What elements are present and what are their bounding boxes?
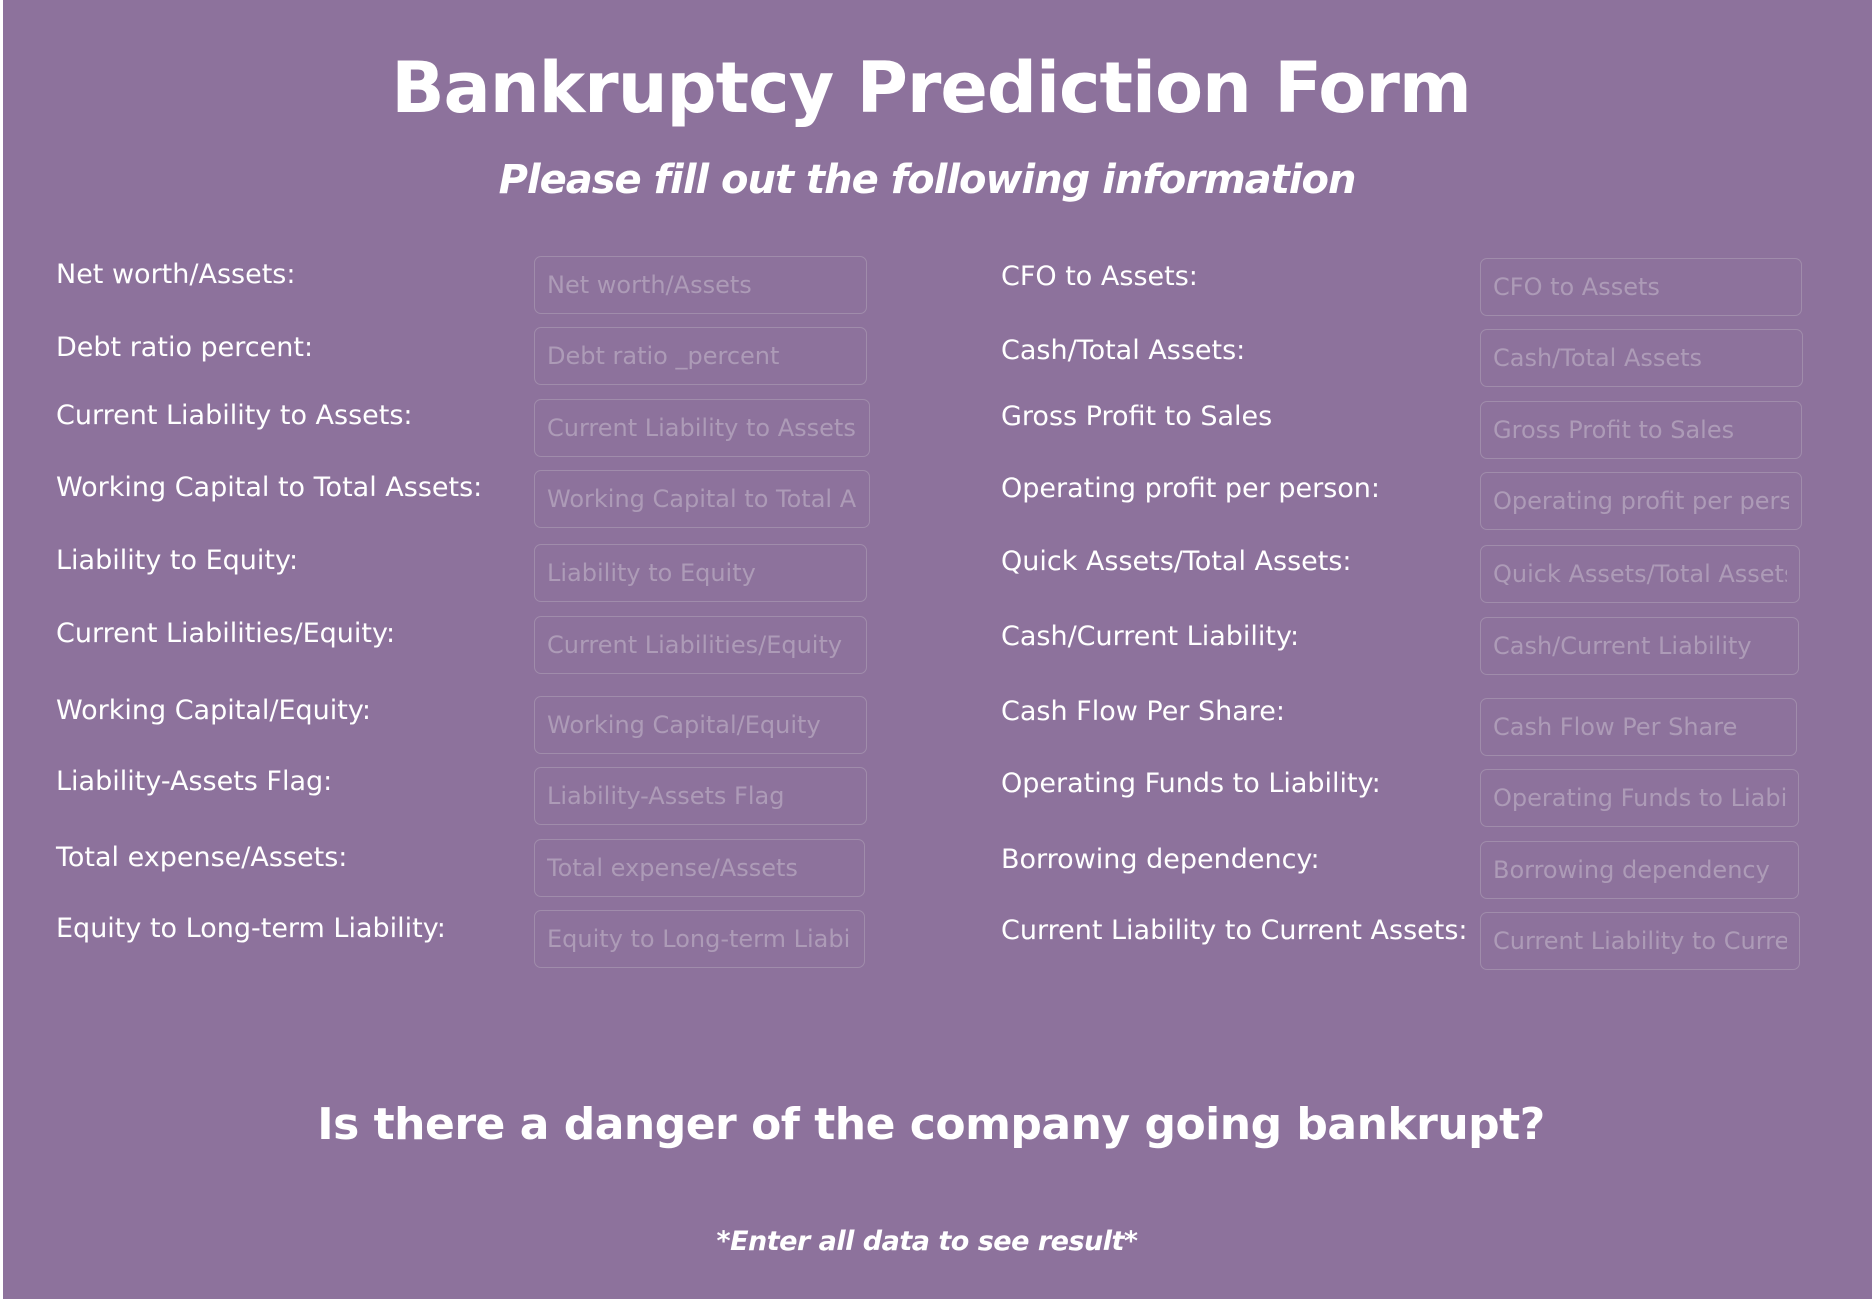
input-liability-to-equity[interactable] [534, 544, 867, 602]
label-equity-to-long-term-liability: Equity to Long-term Liability: [56, 913, 446, 944]
label-working-capital-equity: Working Capital/Equity: [56, 695, 371, 726]
input-current-liability-to-current-assets[interactable] [1480, 912, 1800, 970]
input-cash-total-assets[interactable] [1480, 329, 1803, 387]
input-net-worth-assets[interactable] [534, 256, 867, 314]
label-debt-ratio-percent: Debt ratio percent: [56, 332, 314, 363]
input-equity-to-long-term-liability[interactable] [534, 910, 865, 968]
input-current-liabilities-equity[interactable] [534, 616, 867, 674]
label-current-liability-to-assets: Current Liability to Assets: [56, 400, 413, 431]
label-cash-current-liability: Cash/Current Liability: [1001, 621, 1300, 652]
label-total-expense-assets: Total expense/Assets: [56, 842, 348, 873]
input-working-capital-to-total-assets[interactable] [534, 470, 870, 528]
label-quick-assets-total-assets: Quick Assets/Total Assets: [1001, 546, 1352, 577]
label-cfo-to-assets: CFO to Assets: [1001, 261, 1198, 292]
label-cash-total-assets: Cash/Total Assets: [1001, 335, 1246, 366]
label-gross-profit-to-sales: Gross Profit to Sales [1001, 401, 1273, 432]
label-liability-to-equity: Liability to Equity: [56, 545, 299, 576]
label-operating-profit-per-person: Operating profit per person: [1001, 473, 1380, 504]
input-borrowing-dependency[interactable] [1480, 841, 1799, 899]
label-borrowing-dependency: Borrowing dependency: [1001, 844, 1320, 875]
input-operating-funds-to-liability[interactable] [1480, 769, 1799, 827]
input-working-capital-equity[interactable] [534, 696, 867, 754]
input-debt-ratio-percent[interactable] [534, 327, 867, 385]
form-page: Bankruptcy Prediction Form Please fill o… [3, 0, 1872, 1299]
input-cash-current-liability[interactable] [1480, 617, 1799, 675]
input-current-liability-to-assets[interactable] [534, 399, 870, 457]
label-operating-funds-to-liability: Operating Funds to Liability: [1001, 768, 1381, 799]
result-note: *Enter all data to see result* [716, 1226, 1138, 1257]
input-quick-assets-total-assets[interactable] [1480, 545, 1800, 603]
page-subtitle: Please fill out the following informatio… [498, 157, 1357, 203]
label-cash-flow-per-share: Cash Flow Per Share: [1001, 696, 1286, 727]
input-gross-profit-to-sales[interactable] [1480, 401, 1802, 459]
input-cash-flow-per-share[interactable] [1480, 698, 1797, 756]
label-net-worth-assets: Net worth/Assets: [56, 259, 296, 290]
result-question: Is there a danger of the company going b… [317, 1099, 1545, 1150]
input-liability-assets-flag[interactable] [534, 767, 867, 825]
label-current-liabilities-equity: Current Liabilities/Equity: [56, 618, 396, 649]
input-cfo-to-assets[interactable] [1480, 258, 1802, 316]
input-operating-profit-per-person[interactable] [1480, 472, 1802, 530]
label-current-liability-to-current-assets: Current Liability to Current Assets: [1001, 915, 1468, 946]
label-liability-assets-flag: Liability-Assets Flag: [56, 766, 333, 797]
input-total-expense-assets[interactable] [534, 839, 865, 897]
label-working-capital-to-total-assets: Working Capital to Total Assets: [56, 472, 483, 503]
page-title: Bankruptcy Prediction Form [391, 47, 1472, 129]
